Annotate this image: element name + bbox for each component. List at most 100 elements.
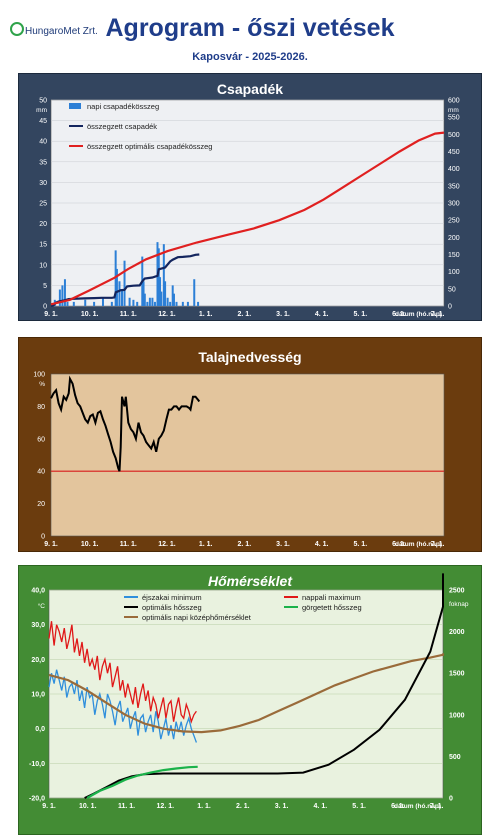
y2-tick-label: 0 [449,796,453,803]
x-tick-label: 1. 1. [197,803,211,810]
plot-area [50,373,445,537]
precip-bar [151,297,154,306]
y-tick-label: 0,0 [35,726,45,733]
y-tick-label: 30,0 [31,622,45,629]
precip-bar [162,244,165,306]
x-tick-label: 6. 1. [392,311,406,318]
precip-bar [115,268,118,306]
legend-entry: optimális hősszeg [142,603,202,612]
x-tick-label: 10. 1. [81,541,99,548]
x-tick-label: 1. 1. [199,311,213,318]
y2-tick-label: 250 [448,218,460,225]
precip-bar [153,301,156,306]
y-tick-label: 15 [39,242,47,249]
x-tick-label: 9. 1. [44,541,58,548]
x-tick-label: 3. 1. [276,311,290,318]
x-tick-label: 6. 1. [392,541,406,548]
precip-bar [61,285,64,306]
x-tick-label: 1. 1. [199,541,213,548]
soil-moisture-chart: Talajnedvesség 9. 1. 10. 1. 11. 1. 12. 1. 1. … [33,349,445,548]
y2-tick-label: 500 [449,754,461,761]
legend-entry: napi csapadékösszeg [87,102,159,111]
x-tick-label: 2. 1. [238,541,252,548]
soil-moisture-line [50,375,201,472]
precip-bar [160,291,163,306]
precip-bar [136,301,139,306]
y2-axis-label: foknap [449,601,469,608]
x-tick-label: 12. 1. [158,541,176,548]
legend-entry: nappali maximum [302,593,361,602]
y-tick-label: 80 [37,404,45,411]
precip-bar [186,301,189,306]
y-tick-label: 30 [39,180,47,187]
legend-entry: összegzett csapadék [87,122,157,131]
legend-entry: optimális napi középhőmérséklet [142,613,252,622]
x-tick-label: 10. 1. [79,803,97,810]
precip-bar [93,301,96,306]
x-tick-label: 12. 1. [157,803,175,810]
y2-tick-label: 2000 [449,629,465,636]
precip-bar [197,301,200,306]
y-tick-label: 100 [33,372,45,379]
y2-tick-label: 600 [448,98,460,105]
y2-tick-label: 350 [448,183,460,190]
x-tick-label: 7. 1. [430,803,444,810]
legend-entry: éjszakai minimum [142,593,202,602]
precip-bar [175,301,178,306]
precip-bar [143,293,146,306]
chart-title: Talajnedvesség [198,349,301,365]
day-max-line [48,621,197,724]
x-tick-label: 11. 1. [118,803,135,810]
x-tick-label: 6. 1. [391,803,405,810]
precip-bar [63,279,66,306]
y2-tick-label: 200 [448,235,460,242]
x-tick-label: 5. 1. [354,541,368,548]
temperature-panel: Hőmérséklet 9. 1. 10. 1. 11. 1. 12. 1. 1. 1. 2… [18,565,482,835]
precip-bar [128,297,131,306]
y-tick-label: 40 [37,469,45,476]
legend-entry: összegzett optimális csapadékösszeg [87,142,212,151]
x-tick-label: 4. 1. [314,803,328,810]
page-subtitle: Kaposvár - 2025-2026. [192,51,308,63]
y-tick-label: 25 [39,201,47,208]
logo-text: HungaroMet Zrt. [25,26,98,37]
x-tick-label: 7. 1. [431,311,445,318]
temperature-chart: Hőmérséklet 9. 1. 10. 1. 11. 1. 12. 1. 1. 1. 2… [29,573,469,810]
y2-tick-label: 550 [448,115,460,122]
precip-bar [132,299,135,306]
y2-tick-label: 2500 [449,588,465,595]
y-tick-label: 60 [37,436,45,443]
chart-title: Csapadék [217,81,283,97]
y-tick-label: 10 [39,262,47,269]
y-tick-label: -10,0 [29,761,45,768]
y2-tick-label: 150 [448,252,460,259]
x-axis-label: dátum (hó.nap) [394,803,441,810]
y-tick-label: 35 [39,159,47,166]
y-tick-label: 20 [37,501,45,508]
precip-bar [159,277,162,306]
x-tick-label: 9. 1. [44,311,58,318]
y-tick-label: 45 [39,118,47,125]
y-tick-label: -20,0 [29,796,45,803]
y-tick-label: 10,0 [31,692,45,699]
y-tick-label: 40,0 [31,588,45,595]
x-tick-label: 4. 1. [315,541,329,548]
precipitation-chart: Csapadék 9. 1. 10. 1. 11. 1. 12. 1. 1. 1. 2. 1… [36,81,460,318]
logo-mark-icon [10,22,24,36]
y-axis-label: % [39,381,45,388]
precip-bar [118,281,121,306]
y2-tick-label: 0 [448,304,452,311]
precip-bar [58,289,61,306]
y-tick-label: 20 [39,221,47,228]
optimal-mean-temp-line [48,653,445,734]
precip-bar [172,293,175,306]
y-tick-label: 0 [41,534,45,541]
x-tick-label: 11. 1. [120,541,137,548]
precip-bar [142,281,145,306]
precip-bar [123,260,126,306]
y2-tick-label: 100 [448,269,460,276]
y2-tick-label: 300 [448,201,460,208]
precip-bar [157,248,160,306]
y2-tick-label: 500 [448,132,460,139]
precipitation-panel: Csapadék 9. 1. 10. 1. 11. 1. 12. 1. 1. 1. 2. 1… [18,73,482,321]
